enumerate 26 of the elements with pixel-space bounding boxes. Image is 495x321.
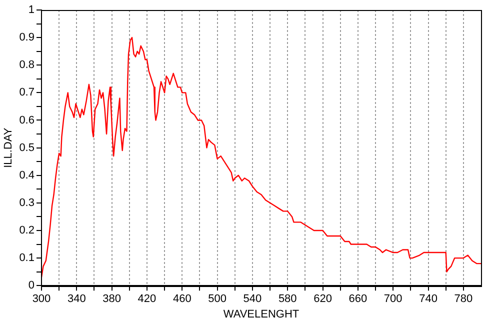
x-tick-label: 780 bbox=[454, 293, 473, 306]
x-tick-label: 300 bbox=[32, 293, 51, 306]
y-tick-label: 0.8 bbox=[19, 59, 34, 72]
y-tick-label: 0.7 bbox=[19, 86, 34, 99]
y-tick-label: 0.3 bbox=[19, 196, 34, 209]
y-tick-label: 0.6 bbox=[19, 114, 34, 126]
x-tick-label: 620 bbox=[314, 293, 332, 306]
x-tick-label: 340 bbox=[67, 293, 86, 306]
x-tick-label: 540 bbox=[243, 293, 262, 306]
x-tick-label: 500 bbox=[208, 293, 226, 306]
x-tick-label: 460 bbox=[172, 293, 192, 306]
y-tick-label: 0.4 bbox=[19, 169, 34, 182]
y-tick-label: 0.9 bbox=[19, 32, 34, 44]
y-axis-title: ILL.DAY bbox=[2, 127, 15, 168]
x-tick-label: 740 bbox=[419, 293, 438, 306]
x-tick-label: 380 bbox=[102, 293, 121, 306]
x-axis-title: WAVELENGHT bbox=[223, 308, 300, 320]
y-tick-label: 0.1 bbox=[19, 252, 34, 264]
x-tick-label: 420 bbox=[138, 293, 156, 306]
y-tick-label: 1 bbox=[28, 4, 34, 16]
x-tick-label: 700 bbox=[384, 293, 402, 306]
x-tick-label: 660 bbox=[348, 293, 368, 306]
y-tick-label: 0 bbox=[28, 280, 34, 292]
y-tick-label: 0.2 bbox=[19, 224, 34, 237]
x-tick-label: 580 bbox=[278, 293, 297, 306]
y-tick-label: 0.5 bbox=[19, 142, 34, 154]
